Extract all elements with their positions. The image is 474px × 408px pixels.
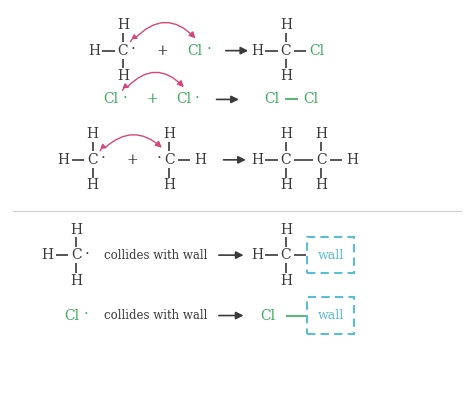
Text: C: C — [164, 153, 175, 167]
Text: Cl: Cl — [261, 308, 276, 323]
Text: ·: · — [84, 247, 89, 261]
Text: +: + — [146, 93, 158, 106]
Text: C: C — [281, 153, 291, 167]
Text: Cl: Cl — [64, 308, 79, 323]
Text: H: H — [280, 274, 292, 288]
Text: H: H — [315, 127, 327, 141]
Text: H: H — [280, 222, 292, 237]
Text: H: H — [87, 127, 99, 141]
Text: H: H — [280, 178, 292, 193]
Text: C: C — [71, 248, 82, 262]
Text: H: H — [87, 178, 99, 193]
Text: H: H — [58, 153, 70, 167]
Text: H: H — [251, 153, 263, 167]
Text: C: C — [87, 153, 98, 167]
Text: ·: · — [100, 151, 105, 166]
Text: Cl: Cl — [309, 44, 324, 58]
Text: H: H — [194, 153, 206, 167]
Text: H: H — [117, 69, 129, 83]
Text: ·: · — [157, 151, 162, 166]
Text: H: H — [315, 178, 327, 193]
Text: Cl: Cl — [188, 44, 203, 58]
Text: H: H — [280, 127, 292, 141]
Text: Cl: Cl — [176, 93, 191, 106]
Text: H: H — [70, 222, 82, 237]
Text: collides with wall: collides with wall — [104, 309, 207, 322]
Text: ·: · — [207, 42, 211, 56]
Text: Cl: Cl — [264, 93, 280, 106]
Text: wall: wall — [318, 248, 344, 262]
Text: H: H — [70, 274, 82, 288]
Text: C: C — [281, 44, 291, 58]
Text: C: C — [118, 44, 128, 58]
Text: Cl: Cl — [104, 93, 119, 106]
Text: H: H — [251, 248, 263, 262]
Text: H: H — [117, 18, 129, 32]
Text: ·: · — [195, 91, 200, 105]
Text: +: + — [157, 44, 168, 58]
Text: H: H — [251, 44, 263, 58]
Text: wall: wall — [318, 309, 344, 322]
Text: C: C — [316, 153, 327, 167]
Text: H: H — [41, 248, 54, 262]
Text: +: + — [127, 153, 138, 167]
Text: ·: · — [131, 42, 136, 56]
Text: C: C — [281, 248, 291, 262]
Text: H: H — [280, 69, 292, 83]
Text: collides with wall: collides with wall — [104, 248, 207, 262]
Text: ·: · — [123, 91, 128, 105]
Text: H: H — [346, 153, 358, 167]
Text: H: H — [88, 44, 100, 58]
Text: H: H — [164, 178, 175, 193]
Text: H: H — [280, 18, 292, 32]
Text: Cl: Cl — [303, 93, 319, 106]
Text: ·: · — [83, 307, 88, 321]
Text: H: H — [164, 127, 175, 141]
